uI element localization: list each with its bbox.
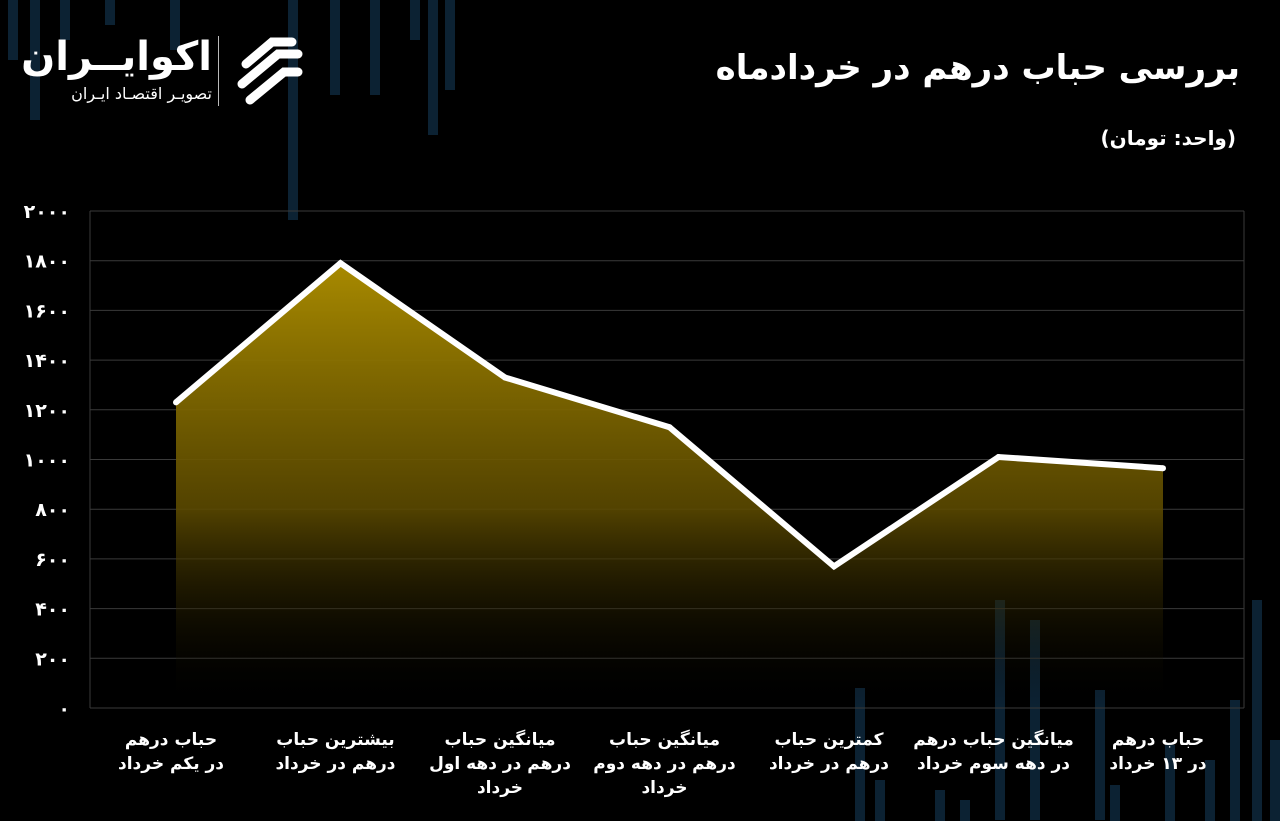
background-candle	[330, 0, 340, 95]
background-candle	[1230, 700, 1240, 821]
brand-name: اکوایــران	[21, 34, 212, 80]
y-tick-label: ۶۰۰	[35, 549, 70, 571]
data-point	[337, 260, 344, 267]
y-tick-label: ۴۰۰	[35, 599, 70, 621]
background-candle	[288, 0, 298, 220]
data-point	[831, 563, 837, 570]
background-candlesticks	[8, 0, 1280, 821]
logo-divider	[218, 36, 219, 106]
chart-title: بررسی حباب درهم در خردادماه	[715, 48, 1240, 88]
brand-mark-icon	[237, 37, 303, 105]
background-candle	[1095, 690, 1105, 820]
background-candle	[1252, 600, 1262, 821]
y-tick-label: ۰	[58, 698, 70, 720]
background-candle	[1030, 620, 1040, 820]
background-candle	[410, 0, 420, 40]
data-point	[173, 399, 179, 406]
area-fill	[176, 263, 1163, 708]
data-point	[666, 424, 673, 431]
background-candle	[1165, 745, 1175, 821]
data-point	[1160, 465, 1166, 472]
background-candle	[8, 0, 18, 60]
x-tick-label: میانگین حباب درهم در دهه دوم خرداد	[593, 729, 736, 798]
y-tick-label: ۱۶۰۰	[24, 300, 70, 322]
x-tick-label: حباب درهم در یکم خرداد	[118, 730, 224, 774]
brand-tagline: تصویـر اقتصـاد ایـران	[71, 84, 212, 103]
background-candle	[428, 0, 438, 135]
y-tick-label: ۱۲۰۰	[24, 400, 70, 422]
y-tick-label: ۲۰۰۰	[24, 201, 70, 223]
data-point	[502, 374, 508, 381]
y-axis-ticks: ۰ ۲۰۰ ۴۰۰ ۶۰۰ ۸۰۰ ۱۰۰۰ ۱۲۰۰ ۱۴۰۰ ۱۶۰۰ ۱۸۰۰ ۲۰۰۰	[24, 201, 70, 720]
x-tick-label: کمترین حباب درهم در خرداد	[769, 730, 889, 774]
y-tick-label: ۸۰۰	[35, 499, 70, 521]
background-candle	[1110, 785, 1120, 821]
y-tick-label: ۱۸۰۰	[24, 251, 70, 273]
background-candle	[995, 600, 1005, 820]
data-point	[995, 454, 1002, 461]
background-candle	[30, 0, 40, 120]
x-tick-label: میانگین حباب درهم در دهه اول خرداد	[429, 729, 571, 798]
x-tick-label: میانگین حباب درهم در دهه سوم خرداد	[913, 729, 1073, 774]
background-candle	[875, 780, 885, 821]
x-tick-label: حباب درهم در ۱۳ خرداد	[1109, 730, 1207, 774]
background-candle	[855, 688, 865, 821]
background-candle	[105, 0, 115, 25]
background-candle	[935, 790, 945, 821]
background-candle	[1205, 760, 1215, 821]
background-candle	[1270, 740, 1280, 821]
y-tick-label: ۱۴۰۰	[24, 350, 70, 372]
background-candle	[960, 800, 970, 821]
data-points	[173, 260, 1166, 570]
brand-logo: اکوایــران تصویـر اقتصـاد ایـران	[21, 34, 310, 110]
x-axis-labels: حباب درهم در یکم خرداد بیشترین حباب درهم در…	[118, 729, 1207, 798]
background-candle	[60, 0, 70, 40]
background-candle	[445, 0, 455, 90]
background-candle	[370, 0, 380, 95]
y-tick-label: ۲۰۰	[35, 648, 70, 670]
unit-label: (واحد: تومان)	[1100, 126, 1236, 150]
background-candle	[170, 0, 180, 50]
y-tick-label: ۱۰۰۰	[24, 450, 70, 472]
x-tick-label: بیشترین حباب درهم در خرداد	[275, 730, 395, 774]
